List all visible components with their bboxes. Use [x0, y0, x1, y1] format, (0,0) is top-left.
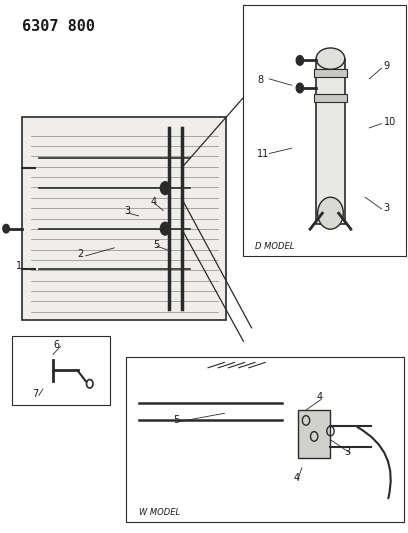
- Bar: [316, 59, 345, 224]
- Text: 5: 5: [153, 240, 159, 250]
- Text: 5: 5: [173, 415, 180, 425]
- Bar: [243, 5, 406, 256]
- Bar: [12, 336, 110, 405]
- Bar: [126, 357, 404, 522]
- Text: D MODEL: D MODEL: [255, 242, 295, 251]
- Text: 4: 4: [316, 392, 322, 402]
- Text: 3: 3: [345, 447, 351, 457]
- Text: 9: 9: [384, 61, 390, 71]
- Text: 8: 8: [257, 75, 263, 85]
- Ellipse shape: [317, 197, 343, 229]
- Circle shape: [296, 55, 304, 65]
- Text: 2: 2: [78, 249, 84, 259]
- Bar: [22, 117, 226, 320]
- Bar: [314, 69, 347, 77]
- Text: 6: 6: [53, 340, 59, 350]
- Bar: [298, 410, 330, 458]
- Text: 7: 7: [33, 389, 39, 399]
- Circle shape: [3, 224, 9, 233]
- Text: 3: 3: [124, 206, 131, 216]
- Circle shape: [296, 83, 304, 93]
- Text: 6307 800: 6307 800: [22, 19, 95, 34]
- Bar: [314, 94, 347, 102]
- Text: 10: 10: [384, 117, 396, 127]
- Text: 4: 4: [294, 473, 300, 483]
- Text: 1: 1: [16, 261, 22, 271]
- Text: 4: 4: [151, 197, 157, 207]
- Text: 3: 3: [384, 203, 390, 213]
- Circle shape: [160, 222, 170, 235]
- Ellipse shape: [316, 48, 345, 69]
- Text: 11: 11: [257, 149, 269, 159]
- Text: W MODEL: W MODEL: [139, 508, 180, 518]
- Circle shape: [160, 182, 170, 195]
